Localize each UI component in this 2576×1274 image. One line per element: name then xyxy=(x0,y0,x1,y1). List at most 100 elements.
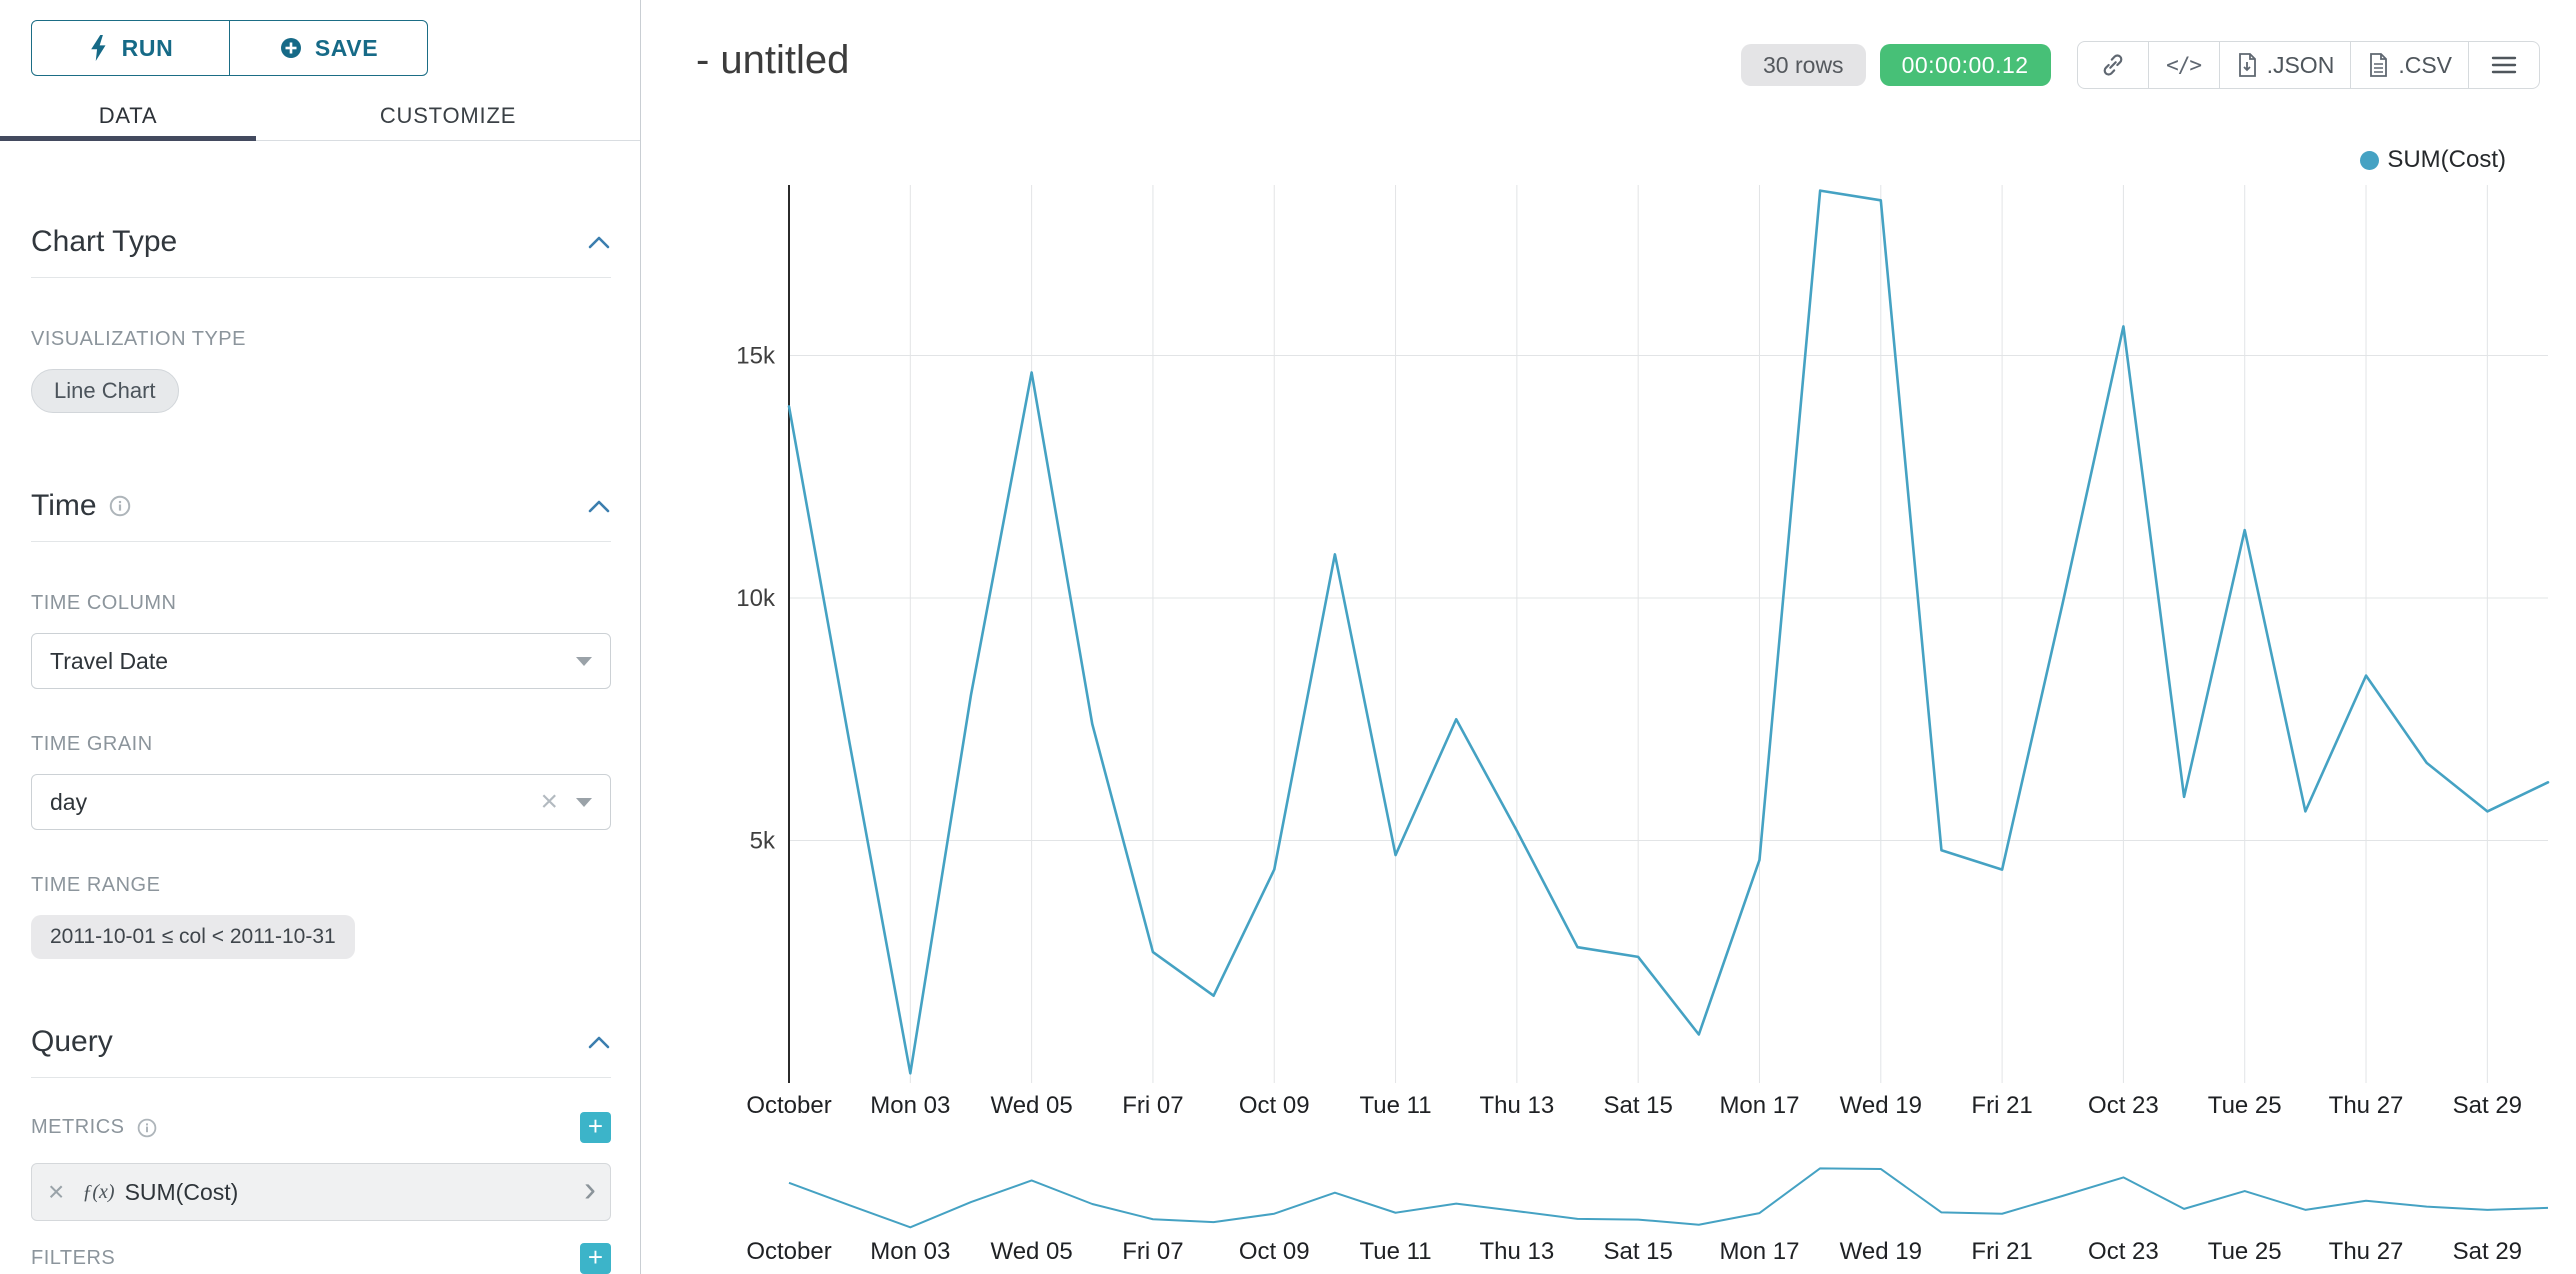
link-icon xyxy=(2103,54,2122,76)
share-link-button[interactable] xyxy=(2076,41,2149,89)
svg-text:Sat 29: Sat 29 xyxy=(2453,1092,2522,1119)
time-column-label: TIME COLUMN xyxy=(31,592,177,614)
svg-text:Thu 27: Thu 27 xyxy=(2329,1092,2404,1119)
svg-text:Sat 15: Sat 15 xyxy=(1603,1238,1672,1265)
svg-text:Mon 03: Mon 03 xyxy=(870,1238,950,1265)
time-grain-select[interactable]: day × xyxy=(31,774,611,830)
explore-sidebar: RUN SAVE DATA CUSTOMIZE Chart Type VI xyxy=(0,0,641,1274)
function-icon: ƒ(x) xyxy=(82,1180,115,1203)
time-range-label: TIME RANGE xyxy=(31,874,161,896)
run-button[interactable]: RUN xyxy=(31,20,230,76)
section-divider xyxy=(31,277,611,278)
view-query-button[interactable]: </> xyxy=(2147,41,2220,89)
svg-text:Fri 07: Fri 07 xyxy=(1122,1092,1183,1119)
chevron-down-icon xyxy=(576,656,592,666)
svg-text:Wed 19: Wed 19 xyxy=(1840,1092,1922,1119)
info-icon xyxy=(137,1118,156,1137)
svg-text:Tue 11: Tue 11 xyxy=(1360,1092,1432,1119)
svg-text:Thu 13: Thu 13 xyxy=(1480,1238,1555,1265)
info-icon xyxy=(109,495,130,517)
control-panel: Chart Type VISUALIZATION TYPE Line Chart… xyxy=(0,225,640,1274)
save-button[interactable]: SAVE xyxy=(229,20,428,76)
svg-text:Wed 05: Wed 05 xyxy=(990,1092,1072,1119)
chart-header-controls: 30 rows 00:00:00.12 </> xyxy=(1741,41,2540,89)
time-range-value: 2011-10-01 ≤ col < 2011-10-31 xyxy=(50,925,336,948)
chevron-up-icon xyxy=(588,236,610,249)
visualization-type-label: VISUALIZATION TYPE xyxy=(31,328,246,350)
chart-type-section-header[interactable]: Chart Type xyxy=(31,225,611,259)
svg-text:Sat 29: Sat 29 xyxy=(2453,1238,2522,1265)
chevron-right-icon: › xyxy=(584,1168,596,1209)
time-grain-value: day xyxy=(50,788,88,815)
svg-text:Mon 03: Mon 03 xyxy=(870,1092,950,1119)
svg-text:5k: 5k xyxy=(750,828,776,855)
tab-customize-label: CUSTOMIZE xyxy=(379,102,517,128)
chart-title[interactable]: - untitled xyxy=(696,38,850,82)
chevron-up-icon xyxy=(588,1036,610,1049)
svg-text:October: October xyxy=(746,1092,831,1119)
export-json-label: .JSON xyxy=(2266,51,2335,78)
export-json-button[interactable]: .JSON xyxy=(2218,41,2352,89)
svg-text:Fri 07: Fri 07 xyxy=(1122,1238,1183,1265)
run-button-label: RUN xyxy=(121,34,174,61)
svg-text:10k: 10k xyxy=(736,585,776,612)
more-options-button[interactable] xyxy=(2468,41,2540,89)
plus-circle-icon xyxy=(280,38,301,58)
query-timer-badge: 00:00:00.12 xyxy=(1879,44,2051,86)
save-button-label: SAVE xyxy=(314,34,379,61)
section-divider xyxy=(31,541,611,542)
svg-text:Tue 25: Tue 25 xyxy=(2208,1238,2282,1265)
json-file-icon xyxy=(2238,53,2256,77)
filters-row: FILTERS + xyxy=(31,1243,611,1274)
legend-item[interactable]: SUM(Cost) xyxy=(2360,146,2506,174)
tab-customize[interactable]: CUSTOMIZE xyxy=(256,95,640,141)
metrics-label: METRICS xyxy=(31,1116,125,1138)
code-icon: </> xyxy=(2166,53,2202,77)
visualization-type-pill[interactable]: Line Chart xyxy=(31,369,179,413)
svg-text:Wed 05: Wed 05 xyxy=(990,1238,1072,1265)
export-csv-button[interactable]: .CSV xyxy=(2350,41,2469,89)
add-metric-button[interactable]: + xyxy=(580,1112,611,1143)
tab-data[interactable]: DATA xyxy=(0,95,256,141)
svg-text:Mon 17: Mon 17 xyxy=(1719,1092,1799,1119)
metric-chip[interactable]: × ƒ(x) SUM(Cost) › xyxy=(31,1163,611,1221)
svg-text:Thu 27: Thu 27 xyxy=(2329,1238,2404,1265)
time-section-header[interactable]: Time xyxy=(31,489,611,523)
svg-text:Oct 23: Oct 23 xyxy=(2088,1092,2159,1119)
time-section-title: Time xyxy=(31,489,97,522)
add-filter-button[interactable]: + xyxy=(580,1243,611,1274)
query-section-title: Query xyxy=(31,1025,113,1058)
svg-text:Oct 09: Oct 09 xyxy=(1239,1092,1310,1119)
svg-text:15k: 15k xyxy=(736,343,776,370)
svg-text:Mon 17: Mon 17 xyxy=(1719,1238,1799,1265)
line-chart[interactable]: 5k 10k 15k October Mon 03 Wed 05 Fri 07 Oct 09 T… xyxy=(642,140,2576,1274)
query-section-header[interactable]: Query xyxy=(31,1025,611,1059)
time-column-select[interactable]: Travel Date xyxy=(31,633,611,689)
section-divider xyxy=(31,1077,611,1078)
remove-metric-icon[interactable]: × xyxy=(48,1176,65,1207)
svg-text:Fri 21: Fri 21 xyxy=(1971,1238,2032,1265)
time-grain-label: TIME GRAIN xyxy=(31,733,153,755)
clear-icon[interactable]: × xyxy=(540,785,558,818)
run-save-button-group: RUN SAVE xyxy=(31,20,428,76)
svg-text:Oct 09: Oct 09 xyxy=(1239,1238,1310,1265)
svg-text:Thu 13: Thu 13 xyxy=(1480,1092,1555,1119)
svg-text:Tue 25: Tue 25 xyxy=(2208,1092,2282,1119)
svg-text:Tue 11: Tue 11 xyxy=(1360,1238,1432,1265)
chevron-up-icon xyxy=(588,500,610,513)
csv-file-icon xyxy=(2370,53,2388,77)
time-range-pill[interactable]: 2011-10-01 ≤ col < 2011-10-31 xyxy=(31,915,355,959)
lightning-icon xyxy=(90,35,106,61)
metrics-row: METRICS + xyxy=(31,1112,611,1143)
legend-dot xyxy=(2360,150,2380,170)
svg-text:Oct 23: Oct 23 xyxy=(2088,1238,2159,1265)
chart-type-section-title: Chart Type xyxy=(31,225,178,258)
visualization-type-value: Line Chart xyxy=(54,378,156,403)
chevron-down-icon xyxy=(576,797,592,807)
export-toolbar: </> .JSON .CSV xyxy=(2076,41,2540,89)
menu-icon xyxy=(2491,56,2517,74)
svg-text:Wed 19: Wed 19 xyxy=(1840,1238,1922,1265)
row-count-badge: 30 rows xyxy=(1741,44,1866,86)
export-csv-label: .CSV xyxy=(2398,51,2452,78)
svg-text:October: October xyxy=(746,1238,831,1265)
